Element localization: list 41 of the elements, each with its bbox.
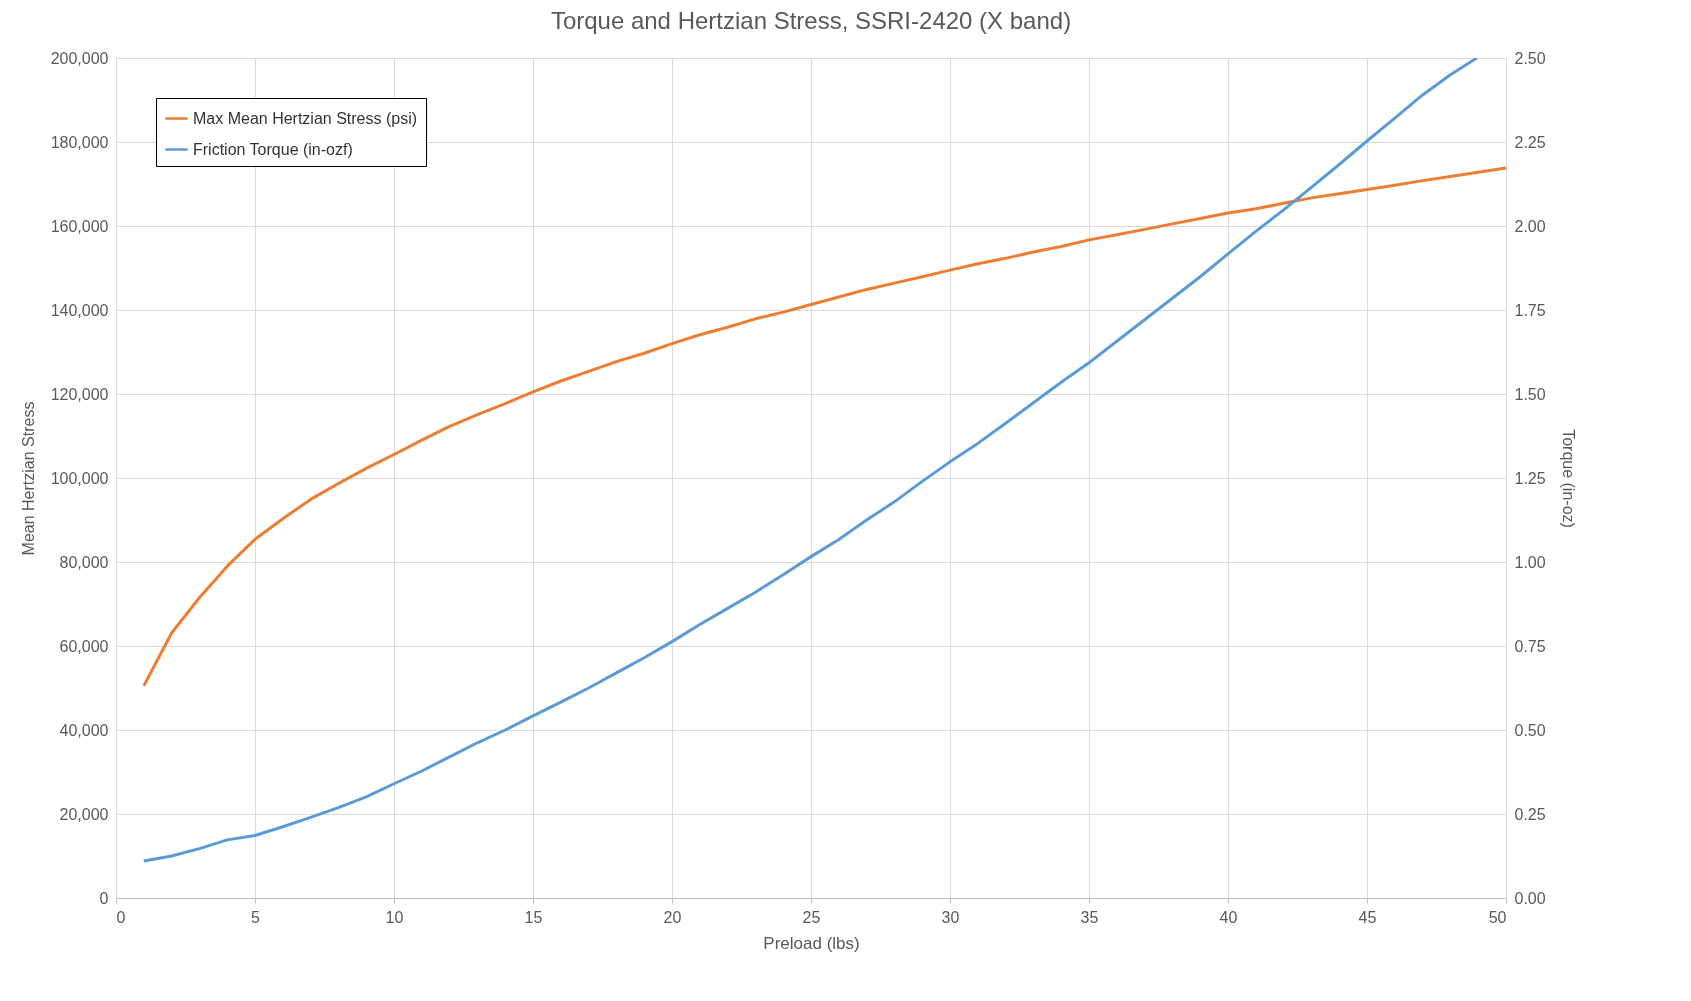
- y-tick-label: 80,000: [59, 553, 109, 571]
- line-series: [142, 166, 1506, 688]
- x-tick-label: 20: [663, 908, 682, 926]
- x-tick-label: 10: [385, 908, 404, 926]
- x-tick-label: 30: [941, 908, 960, 926]
- y2-tick-label: 1.50: [1514, 385, 1546, 403]
- y-tick-label: 0: [99, 889, 109, 907]
- y-tick-label: 20,000: [59, 805, 109, 823]
- x-tick-label: 15: [524, 908, 543, 926]
- x-tick-label: 40: [1219, 908, 1238, 926]
- x-tick-label: 45: [1358, 908, 1377, 926]
- line-series: [142, 58, 1479, 863]
- y2-tick-label: 2.00: [1514, 217, 1546, 235]
- y2-tick-label: 0.25: [1514, 805, 1546, 823]
- y2-tick-label: 0.75: [1514, 637, 1546, 655]
- x-tick-label: 50: [1488, 908, 1507, 926]
- y-tick-label: 60,000: [59, 637, 109, 655]
- x-tick-label: 0: [116, 908, 126, 926]
- y-tick-label: 180,000: [50, 133, 109, 151]
- legend-label: Friction Torque (in-ozf): [193, 140, 353, 158]
- y-tick-label: 120,000: [50, 385, 109, 403]
- y2-tick-label: 2.50: [1514, 49, 1546, 67]
- x-tick-label: 25: [802, 908, 821, 926]
- y2-tick-label: 1.25: [1514, 469, 1546, 487]
- y-tick-label: 140,000: [50, 301, 109, 319]
- y-tick-label: 200,000: [50, 49, 109, 67]
- x-tick-label: 35: [1080, 908, 1099, 926]
- y-tick-label: 40,000: [59, 721, 109, 739]
- x-tick-label: 5: [251, 908, 261, 926]
- y-axis-title: Mean Hertzian Stress: [19, 401, 37, 556]
- y2-tick-label: 1.00: [1514, 553, 1546, 571]
- legend-label: Max Mean Hertzian Stress (psi): [193, 109, 418, 127]
- y2-tick-label: 1.75: [1514, 301, 1546, 319]
- y2-tick-label: 0.50: [1514, 721, 1546, 739]
- y-tick-label: 160,000: [50, 217, 109, 235]
- chart-title: Torque and Hertzian Stress, SSRI-2420 (X band): [550, 7, 1072, 34]
- y-tick-label: 100,000: [50, 469, 109, 487]
- y2-tick-label: 2.25: [1514, 133, 1546, 151]
- y2-tick-label: 0.00: [1514, 889, 1546, 907]
- x-axis-title: Preload (lbs): [763, 933, 860, 953]
- y2-axis-title: Torque (in-oz): [1559, 429, 1577, 528]
